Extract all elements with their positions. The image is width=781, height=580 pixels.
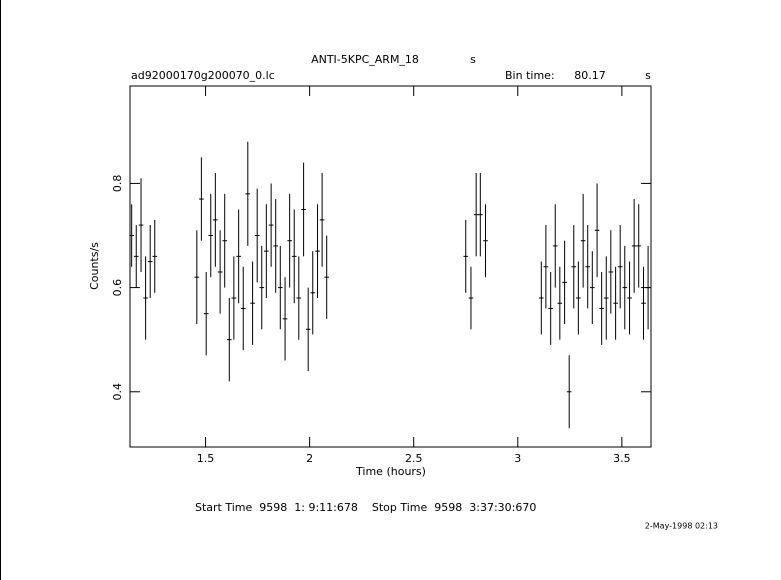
x-tick-label: 2.5: [405, 452, 423, 465]
x-tick-label: 3: [514, 452, 521, 465]
x-tick-label: 1.5: [197, 452, 215, 465]
y-axis-label: Counts/s: [88, 242, 101, 290]
date-stamp: 2-May-1998 02:13: [645, 522, 718, 531]
plot-frame: [129, 85, 652, 448]
bin-time-label: Bin time:: [505, 69, 555, 82]
footer: Start Time 9598 1: 9:11:678 Stop Time 95…: [195, 501, 536, 514]
title-unit: s: [470, 53, 476, 66]
y-tick-label: 0.6: [111, 279, 124, 297]
y-tick-label: 0.8: [111, 175, 124, 193]
chart-title: ANTI-5KPC_ARM_18: [311, 53, 419, 66]
bin-time-unit: s: [645, 69, 651, 82]
x-tick-label: 2: [306, 452, 313, 465]
x-axis-label: Time (hours): [355, 465, 426, 478]
bin-time: 80.17: [574, 69, 606, 82]
x-tick-label: 3.5: [613, 452, 631, 465]
y-tick-label: 0.4: [111, 383, 124, 401]
file-name: ad92000170g200070_0.lc: [131, 69, 275, 82]
